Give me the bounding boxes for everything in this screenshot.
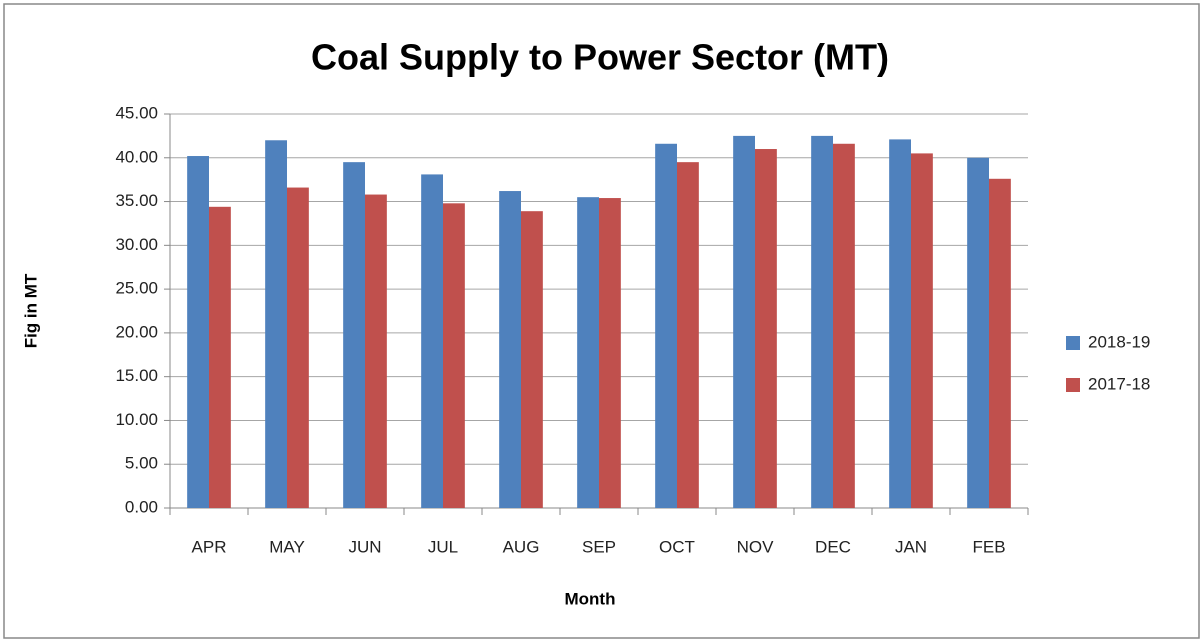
bar: [967, 157, 989, 508]
bar: [499, 191, 521, 508]
bar: [733, 135, 755, 508]
bar: [889, 139, 911, 508]
y-tick-label: 30.00: [115, 235, 158, 254]
bar: [655, 143, 677, 508]
x-tick-label: DEC: [815, 537, 851, 556]
y-tick-label: 5.00: [125, 454, 158, 473]
y-axis-title: Fig in MT: [21, 273, 40, 348]
y-tick-label: 35.00: [115, 191, 158, 210]
y-tick-label: 25.00: [115, 279, 158, 298]
x-tick-label: MAY: [269, 537, 305, 556]
x-axis-title: Month: [565, 589, 616, 608]
x-tick-label: AUG: [503, 537, 540, 556]
legend-label: 2018-19: [1088, 332, 1150, 351]
y-tick-label: 10.00: [115, 410, 158, 429]
y-tick-label: 45.00: [115, 103, 158, 122]
x-tick-label: JUN: [348, 537, 381, 556]
legend-swatch: [1066, 378, 1080, 392]
bar: [833, 143, 855, 508]
x-tick-label: JUL: [428, 537, 458, 556]
bar: [365, 194, 387, 508]
x-tick-label: OCT: [659, 537, 695, 556]
bar: [521, 211, 543, 509]
bar: [911, 153, 933, 508]
bar: [343, 162, 365, 508]
bar: [443, 203, 465, 508]
x-tick-label: JAN: [895, 537, 927, 556]
x-tick-label: NOV: [737, 537, 775, 556]
y-tick-label: 15.00: [115, 366, 158, 385]
bar: [187, 156, 209, 508]
bar: [209, 206, 231, 508]
bar: [989, 178, 1011, 508]
x-tick-label: SEP: [582, 537, 616, 556]
legend-swatch: [1066, 336, 1080, 350]
y-tick-label: 40.00: [115, 147, 158, 166]
bar: [677, 162, 699, 508]
y-tick-label: 20.00: [115, 322, 158, 341]
bar: [577, 197, 599, 508]
bar: [265, 140, 287, 508]
chart-title: Coal Supply to Power Sector (MT): [311, 37, 889, 78]
bar: [599, 198, 621, 508]
bar: [755, 149, 777, 508]
x-tick-label: APR: [192, 537, 227, 556]
bar: [287, 187, 309, 508]
y-tick-label: 0.00: [125, 497, 158, 516]
x-tick-label: FEB: [972, 537, 1005, 556]
legend-label: 2017-18: [1088, 374, 1150, 393]
bar: [811, 135, 833, 508]
bar: [421, 174, 443, 508]
